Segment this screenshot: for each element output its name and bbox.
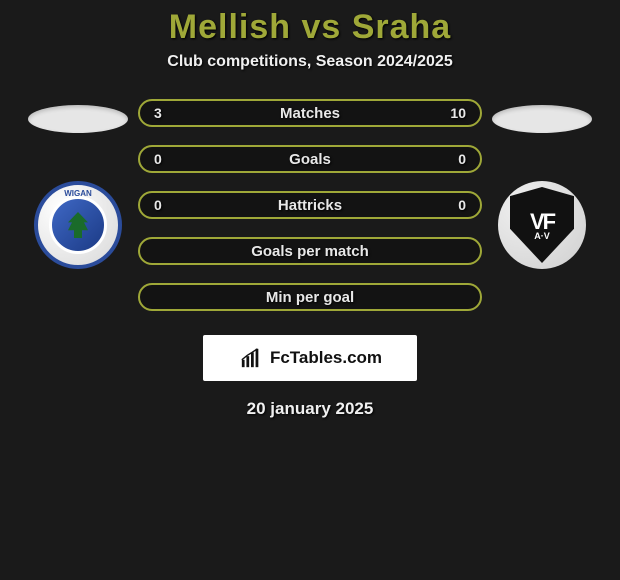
left-player-photo-placeholder — [28, 105, 128, 133]
stat-left-value: 0 — [154, 151, 178, 167]
comparison-row: WIGAN 3 Matches 10 0 Goals 0 0 Hattricks… — [0, 99, 620, 311]
stat-label: Hattricks — [278, 197, 342, 214]
left-club-column: WIGAN — [18, 99, 138, 269]
right-club-column: VF A·V — [482, 99, 602, 269]
stat-right-value: 0 — [442, 197, 466, 213]
stat-right-value: 0 — [442, 151, 466, 167]
stat-left-value: 3 — [154, 105, 178, 121]
date-text: 20 january 2025 — [247, 399, 374, 419]
stat-right-value: 10 — [442, 105, 466, 121]
stats-list: 3 Matches 10 0 Goals 0 0 Hattricks 0 Goa… — [138, 99, 482, 311]
right-badge-text-bottom: A·V — [534, 231, 550, 241]
stat-label: Goals per match — [251, 243, 369, 260]
left-badge-text: WIGAN — [64, 189, 92, 198]
left-club-badge: WIGAN — [34, 181, 122, 269]
bar-chart-icon — [238, 347, 264, 369]
right-player-photo-placeholder — [492, 105, 592, 133]
stat-label: Matches — [280, 105, 340, 122]
branding-box: FcTables.com — [203, 335, 417, 381]
stat-row-hattricks: 0 Hattricks 0 — [138, 191, 482, 219]
stat-row-goals: 0 Goals 0 — [138, 145, 482, 173]
stat-row-goals-per-match: Goals per match — [138, 237, 482, 265]
stat-row-matches: 3 Matches 10 — [138, 99, 482, 127]
infographic-root: Mellish vs Sraha Club competitions, Seas… — [0, 0, 620, 419]
right-badge-shield: VF A·V — [510, 187, 574, 263]
stat-label: Min per goal — [266, 289, 354, 306]
stat-label: Goals — [289, 151, 331, 168]
page-subtitle: Club competitions, Season 2024/2025 — [167, 53, 452, 71]
stat-row-min-per-goal: Min per goal — [138, 283, 482, 311]
right-club-badge: VF A·V — [498, 181, 586, 269]
stat-left-value: 0 — [154, 197, 178, 213]
wigan-tree-icon — [68, 212, 88, 238]
page-title: Mellish vs Sraha — [169, 8, 451, 47]
branding-text: FcTables.com — [270, 348, 382, 368]
